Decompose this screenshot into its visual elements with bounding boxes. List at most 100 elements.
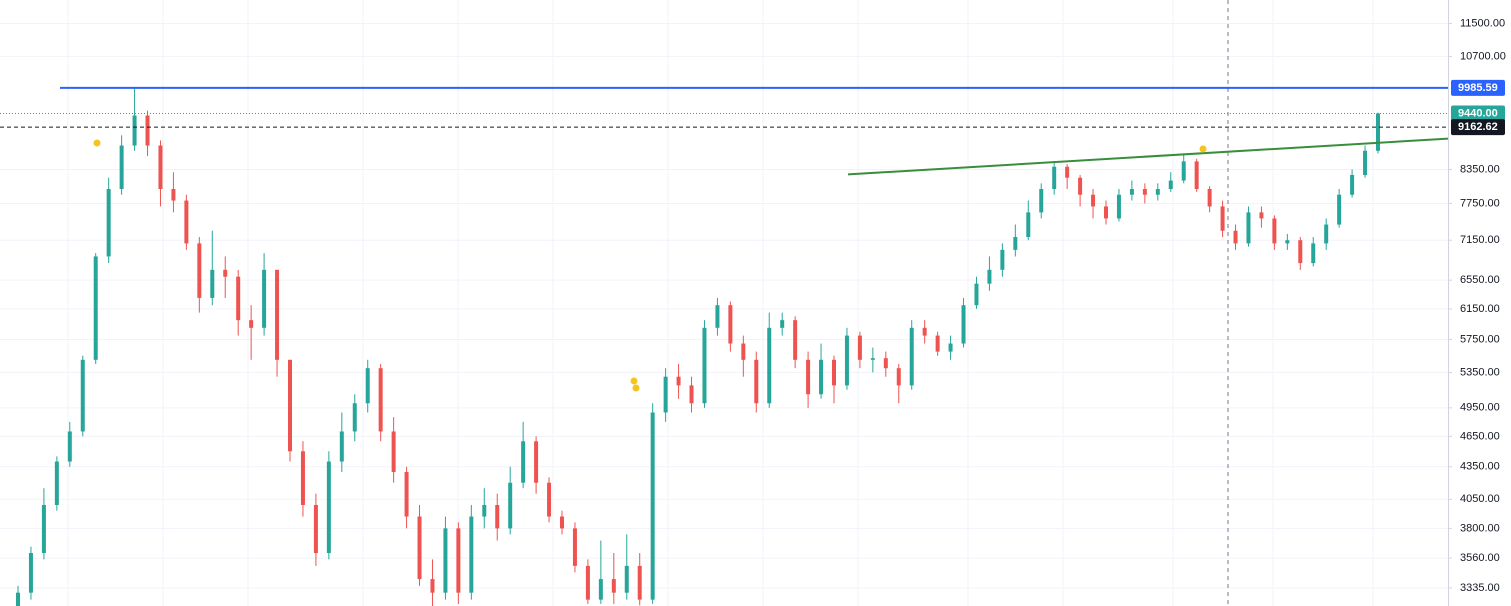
y-tick-label: 4350.00 bbox=[1460, 461, 1500, 473]
candle-body bbox=[119, 145, 124, 190]
candle-body bbox=[417, 516, 422, 580]
candle-body bbox=[352, 403, 357, 432]
candle-body bbox=[404, 472, 409, 517]
candle-body bbox=[41, 504, 46, 554]
event-marker bbox=[1199, 145, 1207, 153]
candle-body bbox=[1091, 194, 1096, 207]
y-tick-label: 3335.00 bbox=[1460, 582, 1500, 594]
y-tick-label: 6550.00 bbox=[1460, 274, 1500, 286]
candle-body bbox=[1259, 212, 1264, 219]
candle-body bbox=[106, 189, 111, 257]
price-label: 9985.59 bbox=[1458, 82, 1498, 94]
candle-body bbox=[754, 359, 759, 404]
candle-body bbox=[806, 359, 811, 395]
candle-body bbox=[611, 579, 616, 593]
candle-body bbox=[896, 368, 901, 386]
candle-body bbox=[767, 327, 772, 404]
candle-body bbox=[16, 592, 20, 606]
candle-body bbox=[80, 359, 85, 432]
y-tick-label: 4950.00 bbox=[1460, 402, 1500, 414]
candle-body bbox=[495, 504, 500, 529]
candle-body bbox=[598, 579, 603, 600]
y-tick-label: 3560.00 bbox=[1460, 552, 1500, 564]
candle-body bbox=[378, 368, 383, 432]
candle-body bbox=[1142, 189, 1147, 195]
candle-body bbox=[922, 327, 927, 336]
candle-body bbox=[236, 276, 241, 321]
price-label: 9440.00 bbox=[1458, 107, 1498, 119]
y-tick-label: 4650.00 bbox=[1460, 430, 1500, 442]
price-label: 9162.62 bbox=[1458, 121, 1498, 133]
candle-body bbox=[145, 115, 150, 146]
candle-body bbox=[1298, 240, 1303, 264]
candle-body bbox=[339, 431, 344, 462]
candle-body bbox=[1376, 113, 1380, 151]
candle-body bbox=[883, 358, 888, 369]
candle-body bbox=[1311, 243, 1316, 264]
candle-body bbox=[741, 343, 746, 360]
price-label-bg bbox=[1451, 105, 1505, 122]
candle-body bbox=[365, 368, 370, 404]
y-tick-label: 7150.00 bbox=[1460, 234, 1500, 246]
candle-body bbox=[663, 376, 668, 413]
candle-body bbox=[443, 528, 448, 593]
candle-body bbox=[1065, 166, 1070, 178]
y-tick-label: 6150.00 bbox=[1460, 303, 1500, 315]
candle-body bbox=[857, 335, 862, 360]
y-tick-label: 8350.00 bbox=[1460, 163, 1500, 175]
candle-body bbox=[689, 385, 694, 404]
candle-body bbox=[987, 269, 992, 284]
candle-body bbox=[456, 528, 461, 593]
candle-body bbox=[326, 461, 331, 554]
candle-body bbox=[275, 269, 280, 360]
candle-body bbox=[870, 358, 875, 360]
candle-body bbox=[521, 441, 526, 483]
candle-body bbox=[1013, 237, 1018, 250]
candle-body bbox=[1116, 194, 1121, 219]
candle-body bbox=[1337, 194, 1342, 225]
candle-body bbox=[572, 528, 577, 566]
candle-body bbox=[300, 451, 305, 505]
candle-body bbox=[158, 145, 163, 190]
candle-body bbox=[624, 565, 629, 593]
candle-body bbox=[482, 504, 487, 517]
candle-body bbox=[223, 269, 228, 277]
candle-body bbox=[210, 269, 215, 298]
candle-body bbox=[715, 305, 720, 328]
candle-body bbox=[1207, 189, 1212, 207]
grid bbox=[0, 0, 1448, 606]
candle-body bbox=[1181, 161, 1186, 181]
candle-body bbox=[1052, 166, 1057, 190]
y-tick-label: 10700.00 bbox=[1460, 50, 1506, 62]
candle-body bbox=[832, 359, 836, 386]
candle-body bbox=[67, 431, 72, 462]
candle-body bbox=[534, 441, 539, 483]
y-tick-label: 5750.00 bbox=[1460, 333, 1500, 345]
candle-body bbox=[844, 335, 849, 386]
candle-body bbox=[28, 553, 33, 593]
candle-body bbox=[780, 320, 785, 328]
candle-body bbox=[391, 431, 396, 473]
candle-body bbox=[288, 359, 292, 452]
price-axis bbox=[1448, 0, 1511, 606]
candle-body bbox=[547, 482, 552, 517]
y-tick-label: 11500.00 bbox=[1460, 17, 1505, 29]
candle-body bbox=[1220, 206, 1225, 231]
candle-body bbox=[1194, 161, 1199, 190]
candle-body bbox=[650, 412, 655, 600]
y-tick-label: 3800.00 bbox=[1460, 522, 1500, 534]
candle-body bbox=[1129, 189, 1134, 195]
candle-body bbox=[1168, 180, 1173, 190]
price-label-bg bbox=[1451, 119, 1505, 136]
candle-body bbox=[819, 359, 824, 395]
event-marker bbox=[630, 377, 638, 385]
candle-body bbox=[1000, 249, 1005, 270]
candle-body bbox=[508, 482, 513, 529]
candle-body bbox=[585, 565, 590, 600]
candle-body bbox=[560, 516, 564, 529]
axis-labels: 11500.00 10700.00 8350.00 7750.00 7150.00 655… bbox=[1448, 17, 1506, 594]
candle-body bbox=[702, 327, 707, 404]
candle-body bbox=[197, 243, 202, 298]
plot bbox=[0, 86, 1449, 606]
